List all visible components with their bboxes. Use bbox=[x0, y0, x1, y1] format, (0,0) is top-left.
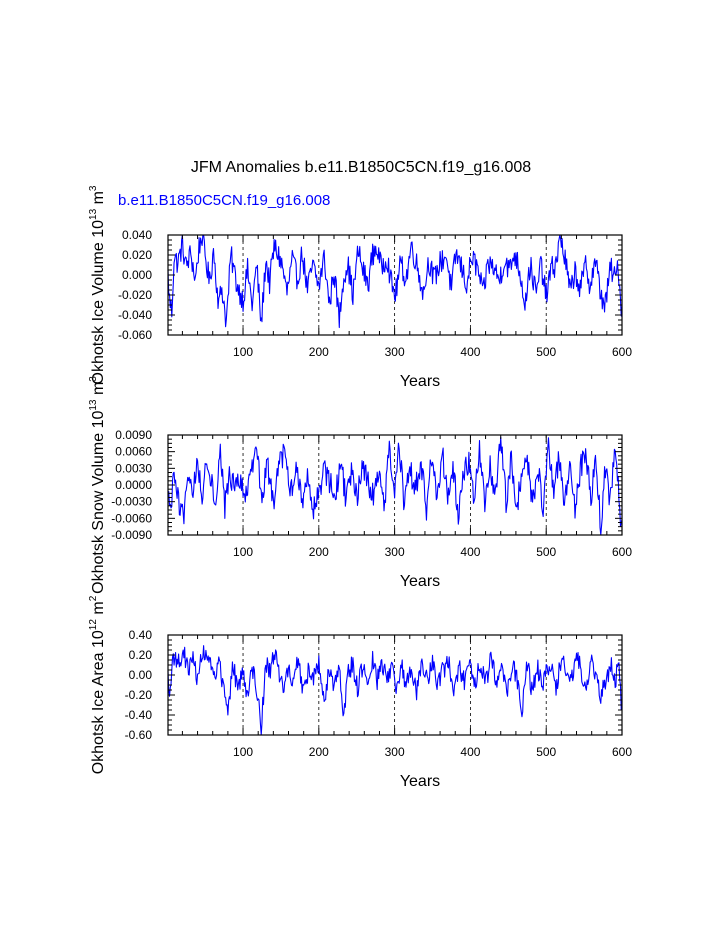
y-label-exponent: 12 bbox=[88, 619, 99, 631]
y-axis-label: Okhotsk Ice Volume 1013 m3 bbox=[88, 185, 107, 384]
series-label: b.e11.B1850C5CN.f19_g16.008 bbox=[118, 192, 330, 209]
x-tick-label: 500 bbox=[536, 745, 556, 759]
y-label-unit: m bbox=[90, 382, 107, 400]
x-tick-label: 300 bbox=[385, 745, 405, 759]
x-axis-label: Years bbox=[400, 373, 440, 390]
x-tick-label: 200 bbox=[309, 545, 329, 559]
y-tick-label: 0.040 bbox=[122, 228, 152, 242]
x-tick-label: 300 bbox=[385, 345, 405, 359]
panel-2: 100 200 300 400 500 600 -0.0090 -0.0060 -0.0030 0… bbox=[88, 376, 632, 594]
y-tick-label: -0.0030 bbox=[111, 495, 152, 509]
y-tick-label: -0.0090 bbox=[111, 528, 152, 542]
panel-1: 100 200 300 400 500 600 -0.060 -0.040 -0.020 0.00… bbox=[88, 185, 632, 390]
y-tick-label: 0.0000 bbox=[115, 478, 152, 492]
x-tick-label: 500 bbox=[536, 545, 556, 559]
x-tick-label: 100 bbox=[233, 345, 253, 359]
x-tick-label: 400 bbox=[460, 545, 480, 559]
x-tick-label: 100 bbox=[233, 745, 253, 759]
y-label-exponent: 13 bbox=[88, 399, 99, 411]
y-tick-label: -0.20 bbox=[125, 688, 153, 702]
series-line bbox=[167, 645, 623, 736]
y-label-unit-exponent: 2 bbox=[88, 595, 99, 601]
y-label-unit: m bbox=[90, 191, 107, 209]
y-label-unit: m bbox=[90, 601, 107, 619]
x-tick-label: 100 bbox=[233, 545, 253, 559]
series-line bbox=[167, 234, 623, 329]
x-tick-label: 200 bbox=[309, 745, 329, 759]
x-axis-label: Years bbox=[400, 773, 440, 790]
x-tick-label: 400 bbox=[460, 345, 480, 359]
panel-3: 100 200 300 400 500 600 -0.60 -0.40 -0.20 0.00 0.2… bbox=[88, 595, 632, 790]
figure-title: JFM Anomalies b.e11.B1850C5CN.f19_g16.00… bbox=[191, 159, 531, 176]
y-tick-label: 0.40 bbox=[129, 628, 153, 642]
y-tick-label: 0.20 bbox=[129, 648, 153, 662]
y-label-main: Okhotsk Ice Area 10 bbox=[90, 630, 107, 774]
x-tick-label: 600 bbox=[612, 745, 632, 759]
y-tick-label: -0.040 bbox=[118, 308, 152, 322]
y-tick-label: -0.40 bbox=[125, 708, 153, 722]
y-label-main: Okhotsk Snow Volume 10 bbox=[90, 411, 107, 594]
y-label-unit-exponent: 3 bbox=[88, 376, 99, 382]
y-tick-label: -0.060 bbox=[118, 328, 152, 342]
series-line bbox=[167, 436, 623, 536]
x-tick-label: 600 bbox=[612, 545, 632, 559]
y-label-unit-exponent: 3 bbox=[88, 185, 99, 191]
y-tick-label: 0.0060 bbox=[115, 445, 152, 459]
y-label-main: Okhotsk Ice Volume 10 bbox=[90, 220, 107, 385]
y-tick-label: 0.0090 bbox=[115, 428, 152, 442]
y-label-exponent: 13 bbox=[88, 208, 99, 220]
x-tick-label: 400 bbox=[460, 745, 480, 759]
x-tick-label: 600 bbox=[612, 345, 632, 359]
x-tick-label: 300 bbox=[385, 545, 405, 559]
x-tick-label: 500 bbox=[536, 345, 556, 359]
y-axis-label: Okhotsk Ice Area 1012 m2 bbox=[88, 595, 107, 774]
y-axis-label: Okhotsk Snow Volume 1013 m3 bbox=[88, 376, 107, 594]
y-tick-label: 0.00 bbox=[129, 668, 153, 682]
x-axis-label: Years bbox=[400, 573, 440, 590]
x-tick-label: 200 bbox=[309, 345, 329, 359]
y-tick-label: 0.020 bbox=[122, 248, 152, 262]
y-tick-label: 0.0030 bbox=[115, 461, 152, 475]
y-tick-label: -0.020 bbox=[118, 288, 152, 302]
y-tick-label: -0.60 bbox=[125, 728, 153, 742]
y-tick-label: 0.000 bbox=[122, 268, 152, 282]
y-tick-label: -0.0060 bbox=[111, 511, 152, 525]
